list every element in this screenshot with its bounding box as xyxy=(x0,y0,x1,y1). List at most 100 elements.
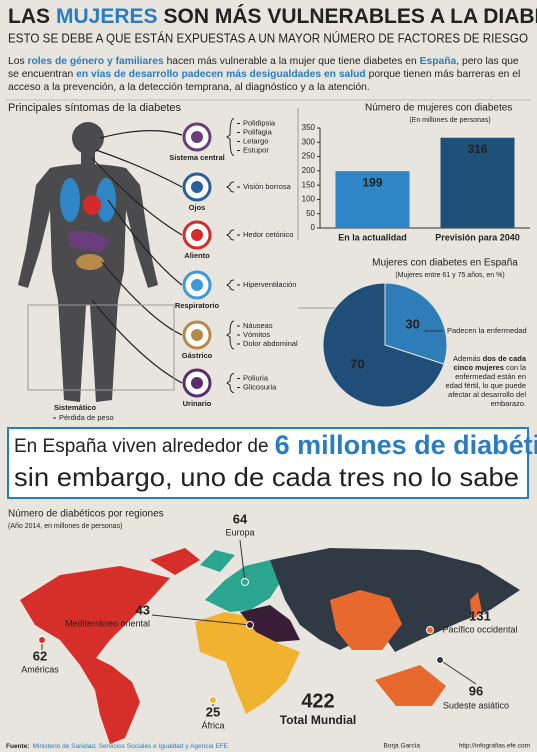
value-label: 316 xyxy=(467,142,487,156)
y-tick-label: 250 xyxy=(302,152,316,161)
intro-seg: España xyxy=(419,56,457,67)
y-tick-label: 350 xyxy=(302,123,316,132)
intro-seg: , pero las que se encuentran xyxy=(8,56,519,80)
region-value: 43 xyxy=(136,602,150,617)
organ-label: Respiratorio xyxy=(175,301,220,310)
title-part: LAS xyxy=(8,5,50,28)
region-name: Sudeste asiático xyxy=(443,700,509,710)
chart-title: Número de mujeres con diabetes xyxy=(365,103,512,114)
region-shape xyxy=(240,605,300,642)
symptom: Hedor cetónico xyxy=(243,230,293,239)
symptom: Náuseas xyxy=(243,321,273,330)
value-label: 199 xyxy=(362,175,382,189)
brace xyxy=(226,229,235,241)
region-dot xyxy=(426,626,434,634)
pie-note: Además dos de cada cinco mujeres con la … xyxy=(438,354,526,408)
footer-author: Borja García xyxy=(384,743,421,750)
region-dot xyxy=(246,621,254,629)
banner-line: En España viven alrededor de 6 millones d… xyxy=(14,430,537,460)
organ-label: Sistema central xyxy=(169,153,224,162)
symptom: Pérdida de peso xyxy=(59,413,114,422)
chart-title: Mujeres con diabetes en España xyxy=(372,258,518,269)
organ-label: Urinario xyxy=(183,399,212,408)
brace xyxy=(226,373,235,393)
organ-icon-inner xyxy=(191,181,203,193)
region-value: 96 xyxy=(469,683,483,698)
symptom: Polifagia xyxy=(243,127,273,136)
x-tick-label: En la actualidad xyxy=(338,232,407,242)
region-name: Américas xyxy=(21,664,59,674)
world-map xyxy=(20,548,520,744)
region-value: 64 xyxy=(233,511,248,526)
bar xyxy=(335,171,410,228)
footer-url: http://infografias.efe.com xyxy=(459,743,530,750)
organ-icon-inner xyxy=(191,329,203,341)
intro-seg: en vías de desarrollo padecen más desigu… xyxy=(76,69,366,80)
symptom: Polidipsia xyxy=(243,118,276,127)
region-name: Mediterráneo oriental xyxy=(65,618,150,628)
organ-icon-inner xyxy=(191,229,203,241)
leader xyxy=(439,659,477,685)
subtitle: ESTO SE DEBE A QUE ESTÁN EXPUESTAS A UN … xyxy=(8,30,528,45)
brace xyxy=(226,181,235,193)
region-name: Europa xyxy=(225,527,254,537)
footer-source: Fuente: Ministerio de Sanidad, Servicios … xyxy=(6,743,229,750)
region-value: 62 xyxy=(33,648,47,663)
note-seg: Además xyxy=(453,354,481,363)
symptom: Dolor abdominal xyxy=(243,339,298,348)
title: LAS MUJERES SON MÁS VULNERABLES A LA DIABE… xyxy=(8,5,537,28)
note-seg: con la enfermedad están en edad fértil, … xyxy=(445,363,526,408)
chart-subtitle: (Mujeres entre 61 y 75 años, en %) xyxy=(395,272,504,279)
organ-label: Sistemático xyxy=(54,403,97,412)
organ-label: Ojos xyxy=(189,203,206,212)
y-tick-label: 50 xyxy=(306,209,315,218)
leader xyxy=(239,539,246,583)
slice-label: 70 xyxy=(350,356,364,371)
region-name: Pacífico occidental xyxy=(442,624,517,634)
y-tick-label: 100 xyxy=(302,195,316,204)
title-highlight: MUJERES xyxy=(56,5,158,28)
section-title: Principales síntomas de la diabetes xyxy=(8,102,182,114)
symptom: Glicosuria xyxy=(243,382,277,391)
region-shape xyxy=(195,612,300,714)
region-value: 131 xyxy=(469,608,491,623)
y-tick-label: 200 xyxy=(302,166,316,175)
intro-seg: Los xyxy=(8,56,25,67)
symptom: Estupor xyxy=(243,145,269,154)
banner-highlight: 6 millones de diabéticos, xyxy=(275,430,537,460)
banner-line: sin embargo, uno de cada tres no lo sabe xyxy=(14,462,519,492)
brace xyxy=(226,320,235,350)
footer-label: Fuente: xyxy=(6,743,29,750)
region-dot xyxy=(209,696,217,704)
region-name: África xyxy=(201,720,224,730)
bar xyxy=(440,137,515,228)
organ-label: Gástrico xyxy=(182,351,213,360)
symptom: Visión borrosa xyxy=(243,182,292,191)
region-dot xyxy=(436,656,444,664)
total-label: Total Mundial xyxy=(280,713,356,727)
arrows xyxy=(91,130,183,384)
region-dot xyxy=(38,636,46,644)
intro: Los roles de género y familiares hacen m… xyxy=(8,55,530,94)
symptom: Hiperventilación xyxy=(243,280,296,289)
region-dot xyxy=(241,578,249,586)
region-shape xyxy=(270,548,520,652)
pie-slice xyxy=(384,282,448,365)
organ-label: Aliento xyxy=(184,251,210,260)
slice-category: Padecen la enfermedad xyxy=(447,326,527,335)
pie-slice xyxy=(322,282,445,408)
region-shape xyxy=(20,548,200,744)
note-seg: dos de cada cinco mujeres xyxy=(453,354,526,372)
leader xyxy=(151,614,251,626)
region-shape xyxy=(330,590,482,706)
title-part: SON MÁS VULNERABLES A LA DIABETES xyxy=(164,5,537,28)
intro-seg: porque tienen más barreras en el acceso … xyxy=(8,69,521,93)
brace xyxy=(226,279,235,291)
frame-lines xyxy=(27,108,340,391)
symptom: Vómitos xyxy=(243,330,270,339)
footer-text: Ministerio de Sanidad, Servicios Sociale… xyxy=(32,743,228,750)
chart-title: Número de diabéticos por regiones xyxy=(8,509,164,520)
y-tick-label: 150 xyxy=(302,180,316,189)
intro-seg: roles de género y familiares xyxy=(27,56,164,67)
